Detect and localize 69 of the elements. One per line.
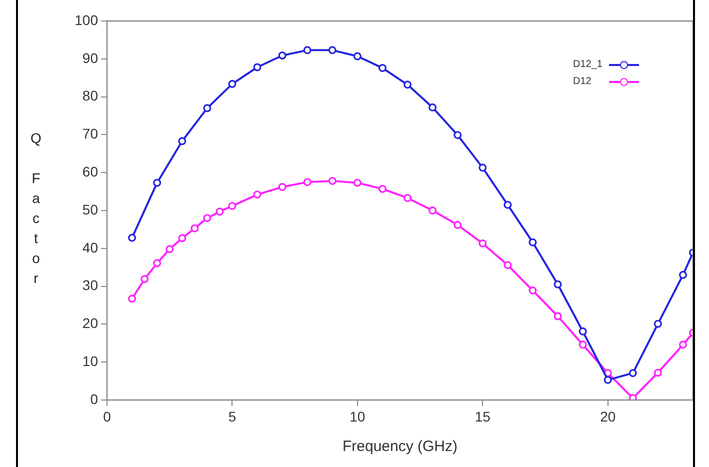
x-tick-label: 20 <box>600 408 616 424</box>
x-tick-label: 5 <box>228 408 236 424</box>
point <box>178 137 186 146</box>
y-tick-label: 90 <box>82 50 98 66</box>
point <box>166 245 174 254</box>
y-tick-label: 20 <box>82 315 98 332</box>
point <box>528 238 537 246</box>
point <box>654 368 662 377</box>
legend-label: D12 <box>573 76 592 87</box>
y-axis-title: Q Factor <box>28 130 44 290</box>
point <box>153 178 162 187</box>
point <box>228 80 236 88</box>
x-tick-label: 15 <box>474 408 491 424</box>
point <box>554 280 562 288</box>
x-tick-label: 10 <box>350 408 366 424</box>
point <box>504 200 512 209</box>
point <box>428 103 437 112</box>
point <box>128 234 136 242</box>
point <box>404 194 412 202</box>
point <box>278 183 286 191</box>
point <box>454 131 462 140</box>
point <box>378 64 386 72</box>
point <box>654 320 662 328</box>
point <box>454 220 462 229</box>
point <box>328 176 336 185</box>
point <box>190 224 199 232</box>
point <box>578 340 587 349</box>
y-tick-label: 10 <box>82 352 98 369</box>
point <box>428 206 437 214</box>
point <box>253 63 262 72</box>
point <box>478 164 487 172</box>
y-tick-label: 80 <box>82 88 98 104</box>
point <box>628 394 637 400</box>
x-axis-title: Frequency (GHz) <box>342 438 458 456</box>
point <box>140 275 149 284</box>
point <box>604 376 612 384</box>
point <box>228 202 236 210</box>
point <box>404 80 412 89</box>
point <box>278 51 286 60</box>
point <box>678 270 687 279</box>
point <box>203 104 212 112</box>
point <box>203 214 212 222</box>
y-tick-label: 60 <box>82 163 98 180</box>
legend-label: D12_1 <box>573 59 603 70</box>
point <box>554 312 562 320</box>
point <box>253 190 262 199</box>
point <box>528 286 537 294</box>
x-tick-label: 0 <box>103 408 112 424</box>
y-tick-label: 50 <box>82 201 98 218</box>
point <box>216 208 224 216</box>
y-tick-label: 100 <box>74 12 98 28</box>
point <box>678 340 687 349</box>
point <box>578 327 587 336</box>
y-tick-label: 30 <box>82 277 98 294</box>
point <box>478 239 487 248</box>
point <box>504 261 512 270</box>
point <box>303 46 312 54</box>
point <box>153 259 162 268</box>
y-tick-label: 70 <box>82 126 98 142</box>
point <box>328 46 336 54</box>
point <box>353 178 362 187</box>
point <box>178 234 186 242</box>
point <box>128 294 136 303</box>
y-tick-label: 0 <box>90 390 98 407</box>
point <box>353 52 362 60</box>
point <box>378 184 386 193</box>
y-tick-label: 40 <box>82 239 98 256</box>
point <box>628 369 637 378</box>
point <box>303 178 312 186</box>
